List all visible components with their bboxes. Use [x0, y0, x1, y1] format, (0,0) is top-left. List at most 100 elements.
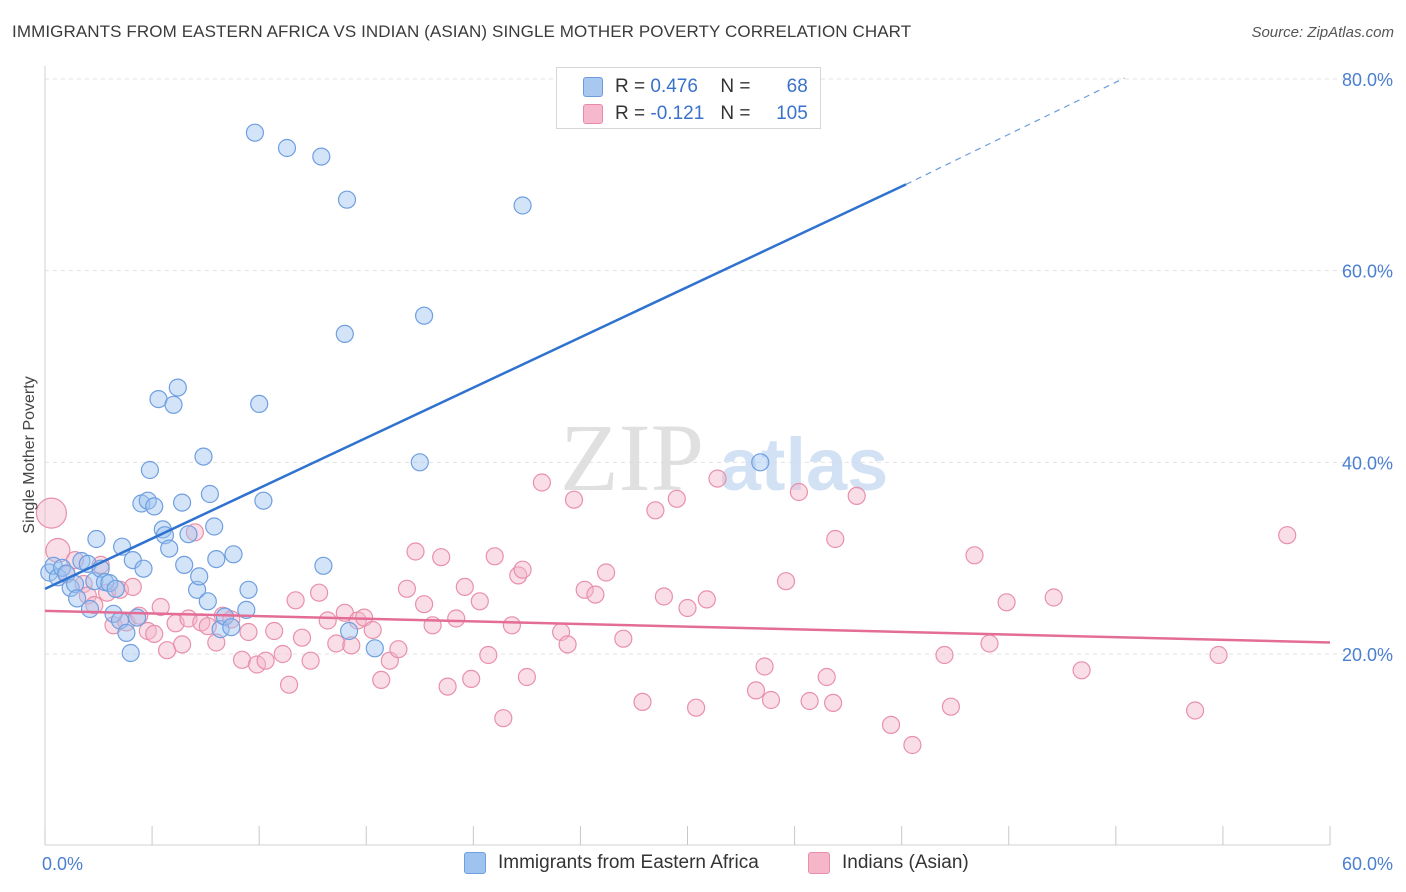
indians-asian-point [965, 546, 984, 565]
indians-asian-point [614, 629, 633, 648]
x-tick-label: 0.0% [42, 854, 83, 874]
eastern-africa-point [179, 525, 198, 544]
indians-asian-point [273, 644, 292, 664]
eastern-africa-point [513, 196, 532, 215]
eastern-africa-point [194, 447, 213, 466]
indians-asian-point [586, 585, 605, 604]
y-tick-label: 20.0% [1342, 645, 1393, 665]
pink-swatch [583, 104, 603, 124]
indians-asian-point [447, 609, 466, 628]
indians-asian-point [479, 645, 498, 665]
stats-row-pink: R = -0.121 N = 105 [583, 101, 808, 127]
indians-asian-point [265, 621, 284, 641]
eastern-africa-point [80, 599, 100, 619]
indians-asian-point [363, 620, 382, 640]
indians-asian-point [256, 651, 275, 670]
indians-asian-point [761, 690, 781, 710]
indians-asian-point [397, 579, 416, 598]
indians-asian-point [1185, 701, 1205, 720]
indians-asian-point [776, 572, 796, 591]
indians-asian-point [462, 669, 481, 689]
watermark-atlas: atlas [720, 423, 889, 506]
indians-asian-point [532, 473, 552, 492]
indians-asian-point [123, 577, 142, 597]
y-tick-label: 40.0% [1342, 453, 1393, 473]
eastern-africa-point [410, 453, 429, 472]
eastern-africa-point [365, 639, 384, 658]
indians-asian-point [755, 657, 774, 676]
indians-asian-point [494, 709, 513, 728]
legend-label: Indians (Asian) [842, 852, 969, 873]
eastern-africa-point [415, 306, 434, 325]
indians-asian-point [881, 715, 901, 735]
eastern-africa-point [237, 600, 256, 620]
eastern-africa-point [168, 378, 187, 397]
eastern-africa-point [222, 618, 241, 637]
indians-asian-point [247, 655, 267, 674]
eastern-africa-point [337, 190, 357, 209]
legend-item-eastern-africa: Immigrants from Eastern Africa [464, 852, 759, 874]
n-label: N = [720, 76, 751, 97]
indians-asian-point [239, 622, 258, 642]
eastern-africa-point [128, 608, 147, 627]
indians-asian-point [455, 577, 474, 597]
bottom-legend: Immigrants from Eastern Africa Indians (… [0, 850, 1406, 880]
stats-row-blue: R = 0.476 N = 68 [583, 74, 808, 100]
indians-asian-point [667, 489, 686, 508]
indians-asian-point [826, 529, 845, 549]
indians-asian-point [232, 650, 252, 669]
legend-swatch-blue [464, 852, 486, 874]
indians-asian-point [686, 698, 706, 717]
eastern-africa-point [173, 493, 192, 512]
indians-asian-point [185, 523, 204, 542]
y-tick-label: 60.0% [1342, 262, 1393, 282]
eastern-africa-point [117, 623, 136, 643]
indians-asian-point [415, 595, 434, 614]
indians-asian-point [145, 624, 164, 644]
eastern-africa-point [160, 539, 179, 558]
eastern-africa-point [175, 555, 194, 575]
r-value: -0.121 [650, 103, 705, 124]
indians-asian-point [980, 634, 999, 653]
indians-asian-point [1209, 645, 1228, 665]
indians-asian-point [286, 591, 305, 610]
eastern-africa-point [277, 138, 297, 158]
eastern-africa-point [312, 147, 331, 166]
eastern-africa-trendline [44, 183, 907, 590]
eastern-africa-point [205, 517, 224, 536]
indians-asian-point [1044, 588, 1063, 607]
eastern-africa-point [164, 395, 183, 414]
r-label: R = [615, 76, 646, 97]
axis-layer: 20.0% 40.0% 60.0% 80.0% 0.0% 60.0% [42, 66, 1393, 874]
indians-asian-point [389, 640, 408, 659]
indians-asian-point [823, 693, 843, 713]
indians-asian-point [318, 611, 337, 630]
indians-asian-point [372, 670, 391, 690]
indians-asian-point [789, 482, 809, 502]
n-value: 68 [786, 76, 808, 97]
legend-swatch-pink [808, 852, 830, 874]
indians-asian-point [575, 580, 594, 599]
eastern-africa-point [207, 549, 226, 569]
eastern-africa-point [87, 529, 106, 549]
indians-asian-point [301, 651, 320, 670]
y-axis-label: Single Mother Poverty [21, 376, 38, 533]
blue-swatch [583, 77, 603, 97]
y-tick-label: 80.0% [1342, 70, 1393, 90]
eastern-africa-point [340, 621, 359, 641]
indians-asian-point [342, 636, 361, 655]
stats-legend: R = 0.476 N = 68 R = -0.121 N = 105 [556, 67, 821, 129]
eastern-africa-point [200, 484, 219, 504]
indians-asian-point [997, 593, 1016, 612]
source-label: Source: ZipAtlas.com [1251, 24, 1394, 41]
chart-title: IMMIGRANTS FROM EASTERN AFRICA VS INDIAN… [12, 22, 912, 41]
indians-asian-point [517, 667, 537, 687]
indians-asian-point [45, 537, 71, 564]
indians-asian-point [646, 501, 665, 520]
indians-asian-point [1072, 661, 1091, 680]
eastern-africa-point [134, 559, 153, 578]
indians-asian-point [310, 583, 329, 602]
eastern-africa-point [245, 123, 264, 142]
eastern-africa-point [224, 545, 243, 564]
